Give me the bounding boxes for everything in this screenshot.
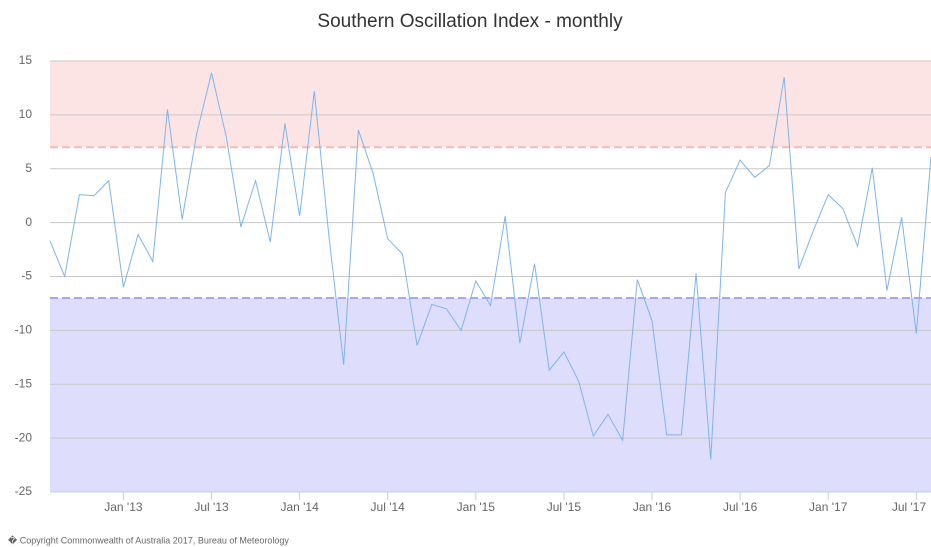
x-tick-label: Jul '14: [371, 500, 406, 514]
y-tick-label: -5: [21, 269, 32, 283]
x-tick-label: Jan '14: [280, 500, 319, 514]
y-tick-label: -10: [15, 323, 33, 337]
x-tick-label: Jul '15: [547, 500, 582, 514]
plot-band: [50, 61, 931, 148]
x-tick-label: Jan '13: [104, 500, 143, 514]
y-tick-label: 10: [19, 107, 33, 121]
y-tick-label: -15: [15, 376, 33, 390]
x-tick-label: Jan '17: [809, 500, 848, 514]
y-tick-label: 0: [25, 215, 32, 229]
x-tick-label: Jul '16: [723, 500, 758, 514]
data-line: [49, 72, 931, 460]
y-tick-label: -20: [15, 430, 33, 444]
chart-title: Southern Oscillation Index - monthly: [317, 11, 623, 32]
y-tick-label: 5: [25, 161, 32, 175]
plot-band: [50, 298, 931, 492]
x-tick-label: Jan '16: [633, 500, 672, 514]
y-tick-label: 15: [19, 53, 33, 67]
credit: � Copyright Commonwealth of Australia 20…: [8, 534, 289, 545]
x-tick-label: Jan '15: [457, 500, 496, 514]
x-tick-label: Jul '17: [892, 500, 927, 514]
y-tick-label: -25: [15, 484, 33, 498]
x-tick-label: Jul '13: [194, 500, 229, 514]
